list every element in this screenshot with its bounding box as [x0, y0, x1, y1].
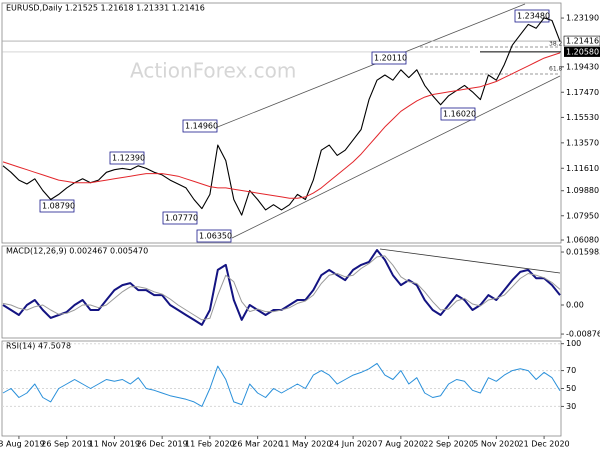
- y-tick-label: 1.17470: [566, 88, 599, 97]
- price-box: [563, 35, 600, 47]
- price-label: 1.21416: [566, 37, 599, 46]
- chart-title: EURUSD,Daily 1.21525 1.21618 1.21331 1.2…: [6, 4, 205, 13]
- level-box: [564, 46, 600, 57]
- y-tick-label: 70: [566, 366, 576, 375]
- watermark: ActionForex.com: [130, 59, 296, 83]
- annotation-box: [440, 107, 476, 121]
- x-tick-label: 26 Mar 2020: [232, 440, 283, 449]
- annotation: 38.2: [549, 41, 563, 48]
- annotation-box: [514, 9, 550, 23]
- annotation: 1.12390: [112, 154, 145, 163]
- y-tick-label: 1.09880: [566, 186, 599, 195]
- panel-frame: [1, 2, 562, 244]
- series-line: [2, 255, 561, 321]
- annotation-box: [109, 151, 145, 165]
- x-tick-label: 5 Nov 2020: [473, 440, 519, 449]
- annotation: 1.16020: [443, 110, 476, 119]
- annotation-box: [371, 51, 407, 65]
- x-tick-label: 21 Dec 2020: [519, 440, 570, 449]
- x-tick-label: 26 Dec 2019: [137, 440, 188, 449]
- panel-frame: [1, 245, 562, 339]
- series-line: [2, 17, 561, 216]
- x-tick-label: 7 Aug 2020: [378, 440, 424, 449]
- y-tick-label: 50: [566, 384, 576, 393]
- rsi-title: RSI(14) 47.5078: [6, 342, 71, 351]
- channel-upper: [214, 3, 526, 129]
- y-tick-label: 1.11610: [566, 164, 599, 173]
- x-tick-label: 22 Sep 2020: [423, 440, 474, 449]
- annotation-box: [182, 119, 218, 133]
- annotation-box: [39, 199, 75, 213]
- y-tick-label: 0.00: [566, 301, 584, 310]
- x-tick-label: 11 May 2020: [279, 440, 331, 449]
- annotation-box: [196, 229, 232, 243]
- x-tick-label: 26 Sep 2019: [41, 440, 92, 449]
- annotation: 1.20110: [374, 54, 407, 63]
- macd-trendline: [379, 248, 561, 274]
- y-tick-label: 1.13570: [566, 138, 599, 147]
- y-tick-label: -0.008762: [566, 330, 600, 339]
- series-line: [2, 52, 561, 199]
- x-tick-label: 13 Aug 2019: [0, 440, 45, 449]
- annotation: 1.23480: [517, 12, 550, 21]
- annotation: 1.07770: [165, 214, 198, 223]
- x-tick-label: 11 Nov 2019: [89, 440, 140, 449]
- channel-lower: [231, 75, 561, 239]
- level-label: 1.20580: [566, 47, 599, 56]
- annotation: 1.08790: [42, 202, 75, 211]
- y-tick-label: 1.15530: [566, 113, 599, 122]
- macd-title: MACD(12,26,9) 0.002467 0.005470: [6, 247, 148, 256]
- x-tick-label: 24 Jun 2020: [329, 440, 377, 449]
- y-tick-label: 1.06080: [566, 236, 599, 245]
- y-tick-label: 0.015983: [566, 248, 600, 257]
- x-tick-label: 11 Feb 2020: [185, 440, 235, 449]
- y-tick-label: 1.07950: [566, 211, 599, 220]
- annotation-box: [162, 211, 198, 225]
- annotation: 1.06350: [199, 232, 232, 241]
- y-tick-label: 1.19430: [566, 62, 599, 71]
- y-tick-label: 1.23190: [566, 14, 599, 23]
- series-line: [2, 362, 561, 407]
- annotation: 61.8: [549, 66, 563, 73]
- y-tick-label: 100: [566, 339, 581, 348]
- annotation: 1.14960: [185, 122, 218, 131]
- y-tick-label: 30: [566, 402, 576, 411]
